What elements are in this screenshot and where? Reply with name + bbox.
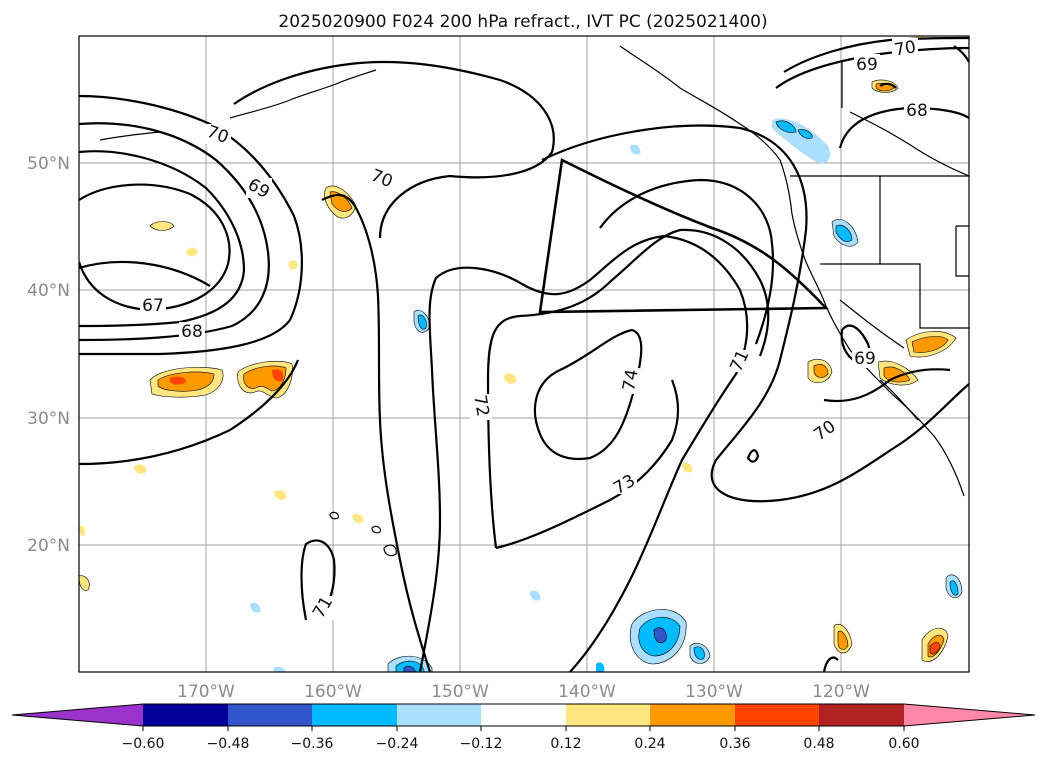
- colorbar-segment: [735, 704, 819, 726]
- lon-label: 150°W: [431, 682, 489, 702]
- colorbar-tick-label: 0.12: [550, 736, 581, 752]
- colorbar-tick-label: 0.36: [719, 736, 750, 752]
- colorbar-tick-label: 0.24: [634, 736, 665, 752]
- contour-label: 67: [142, 296, 164, 316]
- lon-label: 140°W: [558, 682, 616, 702]
- map-panel: 70 70 69 67 68 72 74 73 71 70 69 68 71: [78, 35, 970, 673]
- contour-label: 68: [906, 101, 928, 121]
- colorbar-segment: [650, 704, 735, 726]
- contour-label: 70: [893, 37, 918, 60]
- lat-label: 30°N: [27, 409, 70, 429]
- lat-label: 20°N: [27, 536, 70, 556]
- contour-label: 74: [619, 368, 642, 393]
- lon-label: 160°W: [304, 682, 362, 702]
- colorbar-extend-high: [904, 704, 1035, 726]
- colorbar-segment: [143, 704, 228, 726]
- map-frame: [78, 35, 970, 673]
- contour-label: 68: [181, 322, 203, 342]
- lat-label: 50°N: [27, 154, 70, 174]
- lon-label: 170°W: [177, 682, 235, 702]
- lon-label: 130°W: [685, 682, 743, 702]
- colorbar-segment: [228, 704, 312, 726]
- lon-label: 120°W: [812, 682, 870, 702]
- colorbar-tick-label: −0.12: [460, 736, 503, 752]
- colorbar-tick-label: −0.36: [291, 736, 334, 752]
- contour-label: 72: [469, 393, 492, 418]
- colorbar-extend-low: [12, 704, 143, 726]
- verification-region: [538, 158, 829, 314]
- colorbar: −0.60 −0.48 −0.36 −0.24 −0.12 0.12 0.24 …: [11, 703, 1036, 752]
- latitude-labels: 50°N 40°N 30°N 20°N: [27, 154, 70, 556]
- colorbar-tick-label: −0.60: [122, 736, 165, 752]
- colorbar-tick-label: −0.48: [207, 736, 250, 752]
- longitude-labels: 170°W 160°W 150°W 140°W 130°W 120°W: [177, 682, 870, 702]
- colorbar-tick-label: 0.60: [888, 736, 919, 752]
- colorbar-segment: [397, 704, 481, 726]
- map-title: 2025020900 F024 200 hPa refract., IVT PC…: [278, 12, 767, 32]
- coastlines: [99, 45, 969, 557]
- lat-label: 40°N: [27, 281, 70, 301]
- colorbar-segment: [819, 704, 904, 726]
- colorbar-segment: [481, 704, 566, 726]
- colorbar-tick-label: −0.24: [376, 736, 419, 752]
- contour-label: 69: [856, 55, 878, 75]
- colorbar-segment: [312, 704, 397, 726]
- contour-label: 69: [854, 349, 876, 369]
- colorbar-tick-label: 0.48: [803, 736, 834, 752]
- colorbar-segment: [566, 704, 650, 726]
